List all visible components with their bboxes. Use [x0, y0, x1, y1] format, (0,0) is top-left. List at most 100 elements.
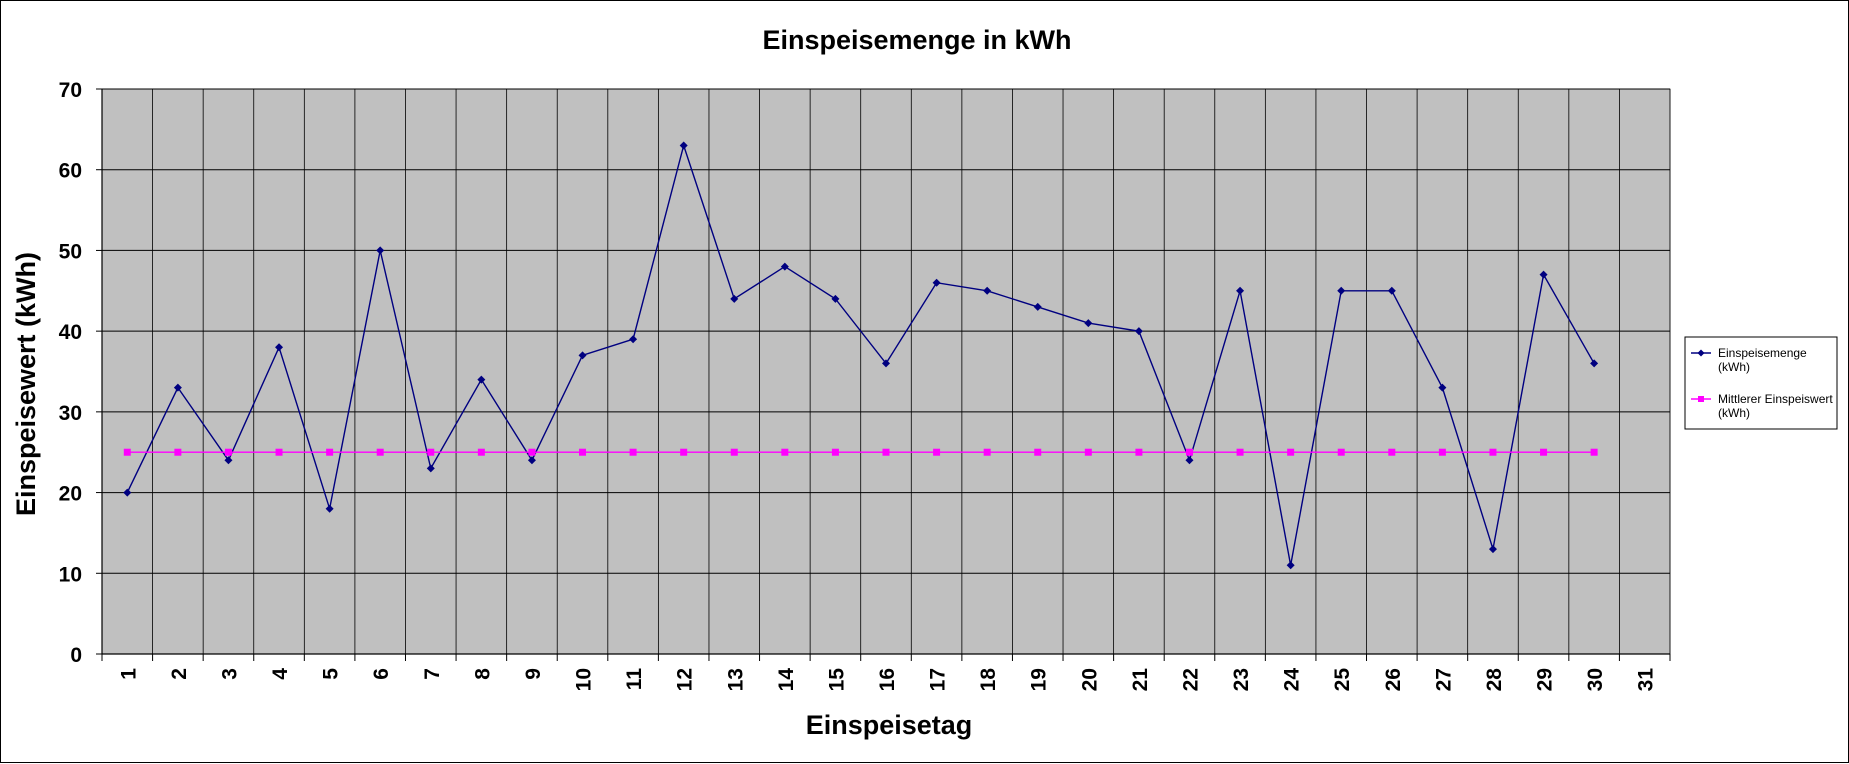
x-tick-label: 30	[1584, 668, 1607, 691]
data-point	[326, 448, 334, 456]
data-point	[325, 504, 334, 513]
data-point	[1185, 456, 1194, 465]
x-tick-label: 21	[1129, 668, 1152, 692]
data-point	[882, 448, 890, 456]
data-point	[275, 448, 283, 456]
x-tick-label: 25	[1331, 668, 1354, 692]
data-point	[376, 246, 385, 255]
x-tick-label: 16	[876, 668, 899, 691]
y-tick-label: 30	[59, 402, 82, 425]
data-point	[1287, 448, 1295, 456]
data-point	[477, 448, 485, 456]
data-point	[173, 383, 182, 392]
data-point	[983, 286, 992, 295]
legend-label: Einspeisemenge	[1718, 346, 1807, 360]
data-point	[427, 448, 435, 456]
x-axis-label: Einspeisetag	[806, 710, 973, 740]
y-tick-label: 10	[59, 563, 82, 586]
data-point	[1337, 448, 1345, 456]
legend-label: Mittlerer Einspeiswert	[1718, 392, 1833, 406]
series-line	[126, 143, 1595, 566]
x-tick-label: 12	[674, 668, 697, 691]
legend-label: (kWh)	[1718, 406, 1750, 420]
data-point	[730, 448, 738, 456]
legend-marker	[1698, 396, 1704, 402]
x-tick-label: 9	[522, 668, 545, 680]
y-tick-label: 50	[59, 240, 82, 263]
series-mittlerer-einspeiswert	[123, 448, 1598, 456]
axes	[96, 88, 1671, 661]
data-point	[932, 278, 941, 287]
x-tick-label: 23	[1230, 668, 1253, 691]
x-tick-label: 27	[1432, 668, 1455, 691]
data-point	[1034, 448, 1042, 456]
legend-label: (kWh)	[1718, 360, 1750, 374]
data-point	[579, 448, 587, 456]
data-point	[882, 359, 890, 368]
legend-item: Einspeisemenge(kWh)	[1691, 346, 1807, 374]
series-einspeisemenge	[123, 141, 1599, 570]
data-point	[174, 448, 182, 456]
x-tick-label: 15	[825, 668, 848, 692]
data-point	[831, 448, 839, 456]
x-tick-label: 18	[977, 668, 1000, 692]
plot-area	[101, 88, 1671, 655]
y-axis-label: Einspeisewert (kWh)	[11, 252, 41, 516]
x-tick-label: 1	[117, 668, 140, 680]
y-tick-label: 70	[59, 79, 82, 102]
data-point	[527, 456, 536, 465]
data-point	[275, 343, 284, 352]
x-tick-label: 3	[218, 668, 241, 680]
legend-item: Mittlerer Einspeiswert(kWh)	[1691, 392, 1833, 420]
y-tick-label: 0	[70, 644, 82, 667]
data-point	[1438, 383, 1447, 392]
x-tick-label: 10	[573, 668, 596, 691]
legend: Einspeisemenge(kWh)Mittlerer Einspeiswer…	[1684, 336, 1838, 430]
data-point	[1590, 359, 1599, 368]
y-tick-label: 60	[59, 160, 82, 183]
x-tick-label: 6	[370, 668, 393, 680]
data-point	[1590, 448, 1598, 456]
legend-marker	[1697, 349, 1705, 357]
data-point	[629, 448, 637, 456]
x-tick-label: 29	[1534, 668, 1557, 691]
x-tick-label: 24	[1281, 668, 1304, 692]
data-point	[1084, 448, 1092, 456]
data-point	[224, 456, 233, 465]
data-point	[680, 448, 688, 456]
data-point	[1134, 327, 1143, 336]
data-point	[528, 448, 536, 456]
data-point	[123, 448, 131, 456]
data-point	[123, 488, 132, 497]
grid-lines	[102, 88, 1671, 654]
data-point	[1488, 545, 1497, 554]
data-point	[1540, 448, 1548, 456]
x-tick-label: 13	[724, 668, 747, 691]
data-point	[1337, 286, 1346, 295]
data-point	[1286, 561, 1295, 570]
data-point	[1084, 319, 1093, 328]
data-point	[1489, 448, 1497, 456]
data-point	[1236, 286, 1245, 295]
x-tick-label: 2	[168, 668, 191, 680]
x-tick-label: 7	[421, 668, 444, 680]
series-layer	[123, 141, 1599, 570]
data-point	[780, 262, 789, 271]
data-point	[1236, 448, 1244, 456]
x-tick-label: 22	[1179, 668, 1202, 691]
data-point	[376, 448, 384, 456]
data-point	[1185, 448, 1193, 456]
x-tick-label: 4	[269, 668, 292, 680]
data-point	[1539, 270, 1548, 279]
data-point	[1387, 286, 1396, 295]
data-point	[730, 294, 739, 303]
data-point	[1135, 448, 1143, 456]
x-tick-label: 20	[1078, 668, 1101, 691]
y-tick-label: 40	[59, 321, 82, 344]
data-point	[983, 448, 991, 456]
x-tick-label: 5	[320, 668, 343, 680]
x-tick-label: 28	[1483, 668, 1506, 692]
data-point	[1388, 448, 1396, 456]
y-tick-label: 20	[59, 483, 82, 506]
